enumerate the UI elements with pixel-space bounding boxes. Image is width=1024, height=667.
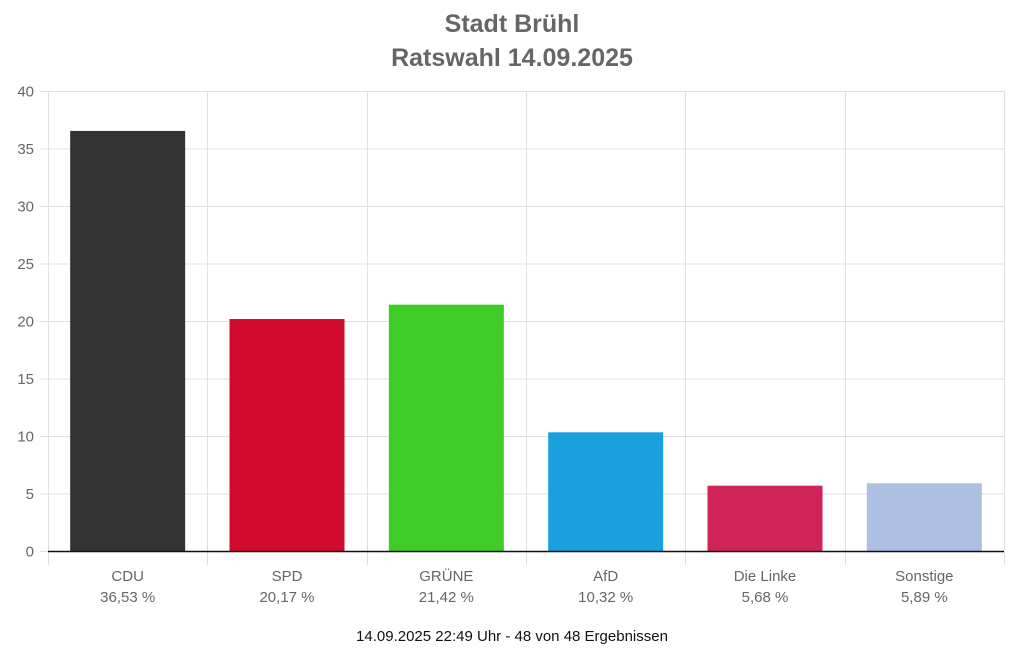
y-tick-label: 5 xyxy=(26,486,34,503)
chart-subtitle: Ratswahl 14.09.2025 xyxy=(391,44,633,72)
x-tick-label: Die Linke xyxy=(734,568,797,585)
chart-title: Stadt Brühl xyxy=(444,10,580,38)
x-tick-label: GRÜNE xyxy=(419,567,473,585)
value-label: 5,68 % xyxy=(742,589,789,606)
value-label: 10,32 % xyxy=(578,589,633,606)
value-label: 5,89 % xyxy=(901,589,948,606)
x-tick-label: CDU xyxy=(111,568,144,585)
value-label: 20,17 % xyxy=(259,589,314,606)
y-tick-label: 0 xyxy=(26,544,34,561)
y-tick-label: 15 xyxy=(17,371,34,388)
bar-spd xyxy=(229,319,345,551)
y-tick-label: 20 xyxy=(17,314,34,331)
bar-die-linke xyxy=(707,485,823,551)
bar-grüne xyxy=(388,304,504,551)
x-tick-label: SPD xyxy=(272,568,303,585)
y-tick-label: 30 xyxy=(17,199,34,216)
y-tick-label: 40 xyxy=(17,84,34,101)
bar-afd xyxy=(548,432,664,551)
x-tick-label: Sonstige xyxy=(895,568,953,585)
value-label: 36,53 % xyxy=(100,589,155,606)
x-tick-label: AfD xyxy=(593,568,618,585)
y-tick-label: 25 xyxy=(17,256,34,273)
results-footer: 14.09.2025 22:49 Uhr - 48 von 48 Ergebni… xyxy=(356,628,668,645)
y-tick-label: 10 xyxy=(17,429,34,446)
value-label: 21,42 % xyxy=(419,589,474,606)
y-tick-label: 35 xyxy=(17,141,34,158)
bar-cdu xyxy=(70,130,186,551)
bar-sonstige xyxy=(866,483,982,551)
